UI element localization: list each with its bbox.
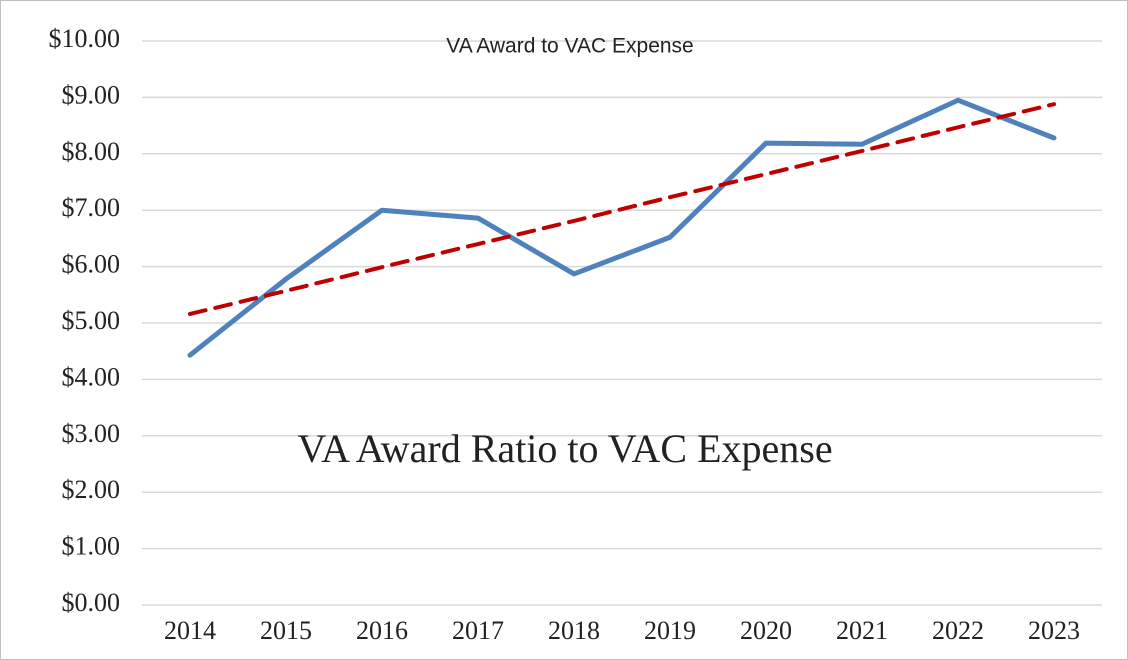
y-tick-label: $8.00 [62,137,121,166]
y-tick-label: $7.00 [62,193,121,222]
x-tick-label: 2018 [548,616,600,645]
x-tick-label: 2016 [356,616,408,645]
data-line [187,97,1057,358]
y-tick-label: $3.00 [62,419,121,448]
x-tick-label: 2020 [740,616,792,645]
y-tick-label: $5.00 [62,306,121,335]
y-tick-label: $2.00 [62,475,121,504]
y-tick-label: $0.00 [62,588,121,617]
chart-title: VA Award to VAC Expense [446,35,693,58]
annotation: VA Award Ratio to VAC Expense [297,426,832,471]
x-tick-label: 2017 [452,616,504,645]
y-tick-label: $10.00 [49,24,121,53]
x-tick-label: 2021 [836,616,888,645]
y-tick-label: $6.00 [62,250,121,279]
x-tick-label: 2014 [164,616,216,645]
y-tick-label: $1.00 [62,532,121,561]
y-tick-label: $4.00 [62,362,121,391]
lines [187,97,1057,358]
trend-line [188,102,1056,316]
grid [142,40,1102,606]
x-tick-label: 2015 [260,616,312,645]
x-tick-label: 2023 [1028,616,1080,645]
x-tick-label: 2022 [932,616,984,645]
y-tick-label: $9.00 [62,80,121,109]
x-tick-label: 2019 [644,616,696,645]
